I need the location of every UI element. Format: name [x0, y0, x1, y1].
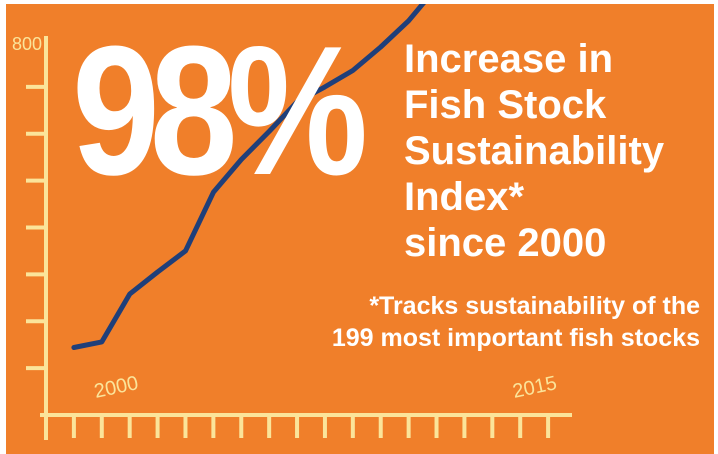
- y-tick-label-800: 800: [12, 34, 42, 54]
- headline-line: Sustainability: [404, 129, 665, 173]
- x-tick-label-2000: 2000: [92, 372, 140, 403]
- headline-line: Index*: [404, 175, 525, 219]
- headline-line: Increase in: [404, 37, 614, 81]
- footnote-text: *Tracks sustainability of the 199 most i…: [240, 290, 700, 354]
- x-tick-label-2015: 2015: [511, 372, 559, 403]
- chart-axes: [26, 36, 572, 440]
- series-line-fish-stock-index: [71, 0, 430, 350]
- percent-headline: 98%: [72, 7, 368, 213]
- headline-line: since 2000: [404, 221, 607, 265]
- footnote-line: 199 most important fish stocks: [331, 324, 700, 352]
- frame-edge: [0, 0, 6, 454]
- frame-edge: [714, 0, 718, 454]
- headline-text: Increase in Fish Stock Sustainability In…: [404, 36, 714, 266]
- headline-line: Fish Stock: [404, 83, 607, 127]
- frame-edge: [0, 0, 718, 4]
- footnote-line: *Tracks sustainability of the: [369, 292, 700, 320]
